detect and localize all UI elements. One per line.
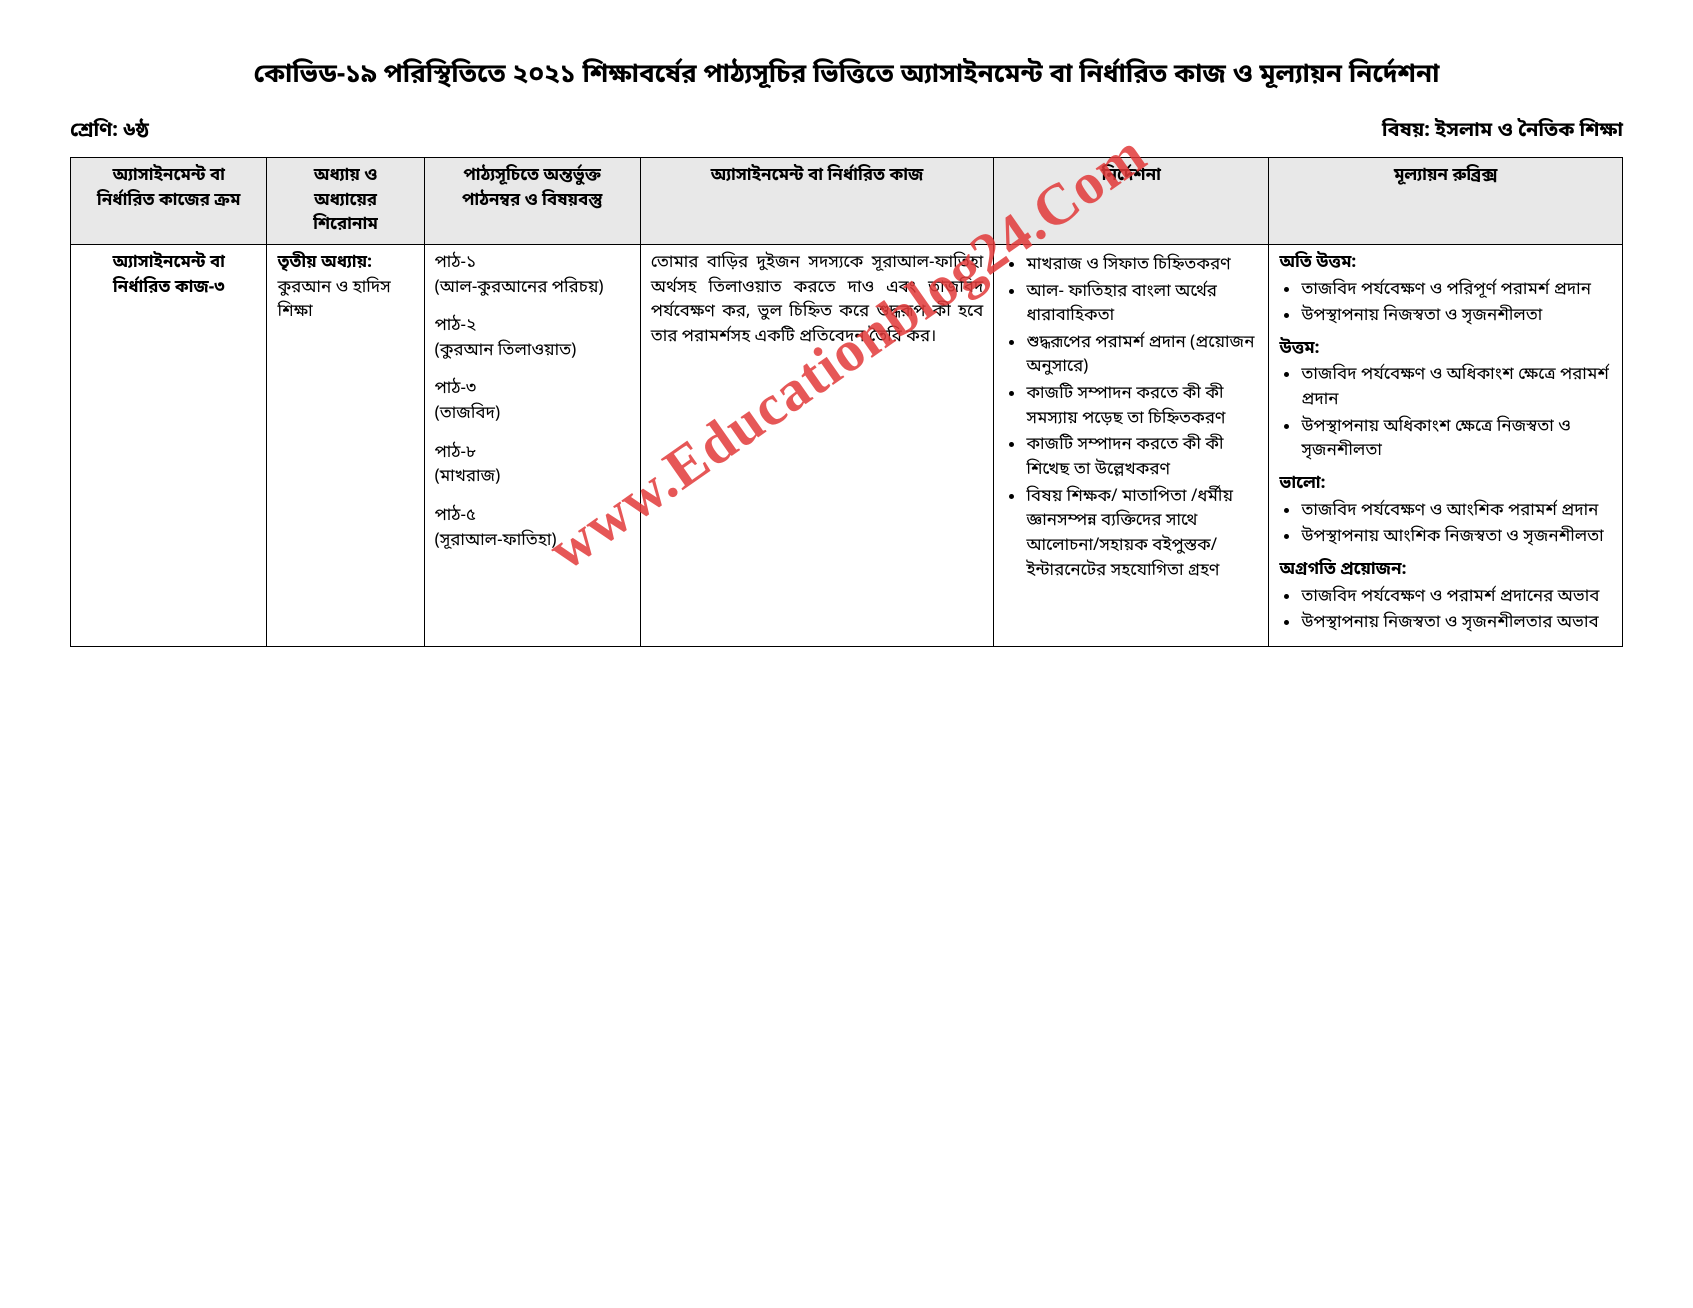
list-item: আল- ফাতিহার বাংলা অর্থের ধারাবাহিকতা [1026, 280, 1258, 329]
th-text: অধ্যায়ের [277, 189, 413, 214]
page-title: কোভিড-১৯ পরিস্থিতিতে ২০২১ শিক্ষাবর্ষের প… [70, 58, 1623, 93]
list-item: উপস্থাপনায় নিজস্বতা ও সৃজনশীলতা [1301, 304, 1612, 329]
list-item: মাখরাজ ও সিফাত চিহ্নিতকরণ [1026, 253, 1258, 278]
rubric-heading: উত্তম: [1279, 337, 1612, 362]
th-text: নির্ধারিত কাজের ক্রম [81, 189, 256, 214]
cell-guidelines: মাখরাজ ও সিফাত চিহ্নিতকরণ আল- ফাতিহার বা… [994, 244, 1269, 646]
assignment-table: অ্যাসাইনমেন্ট বা নির্ধারিত কাজের ক্রম অধ… [70, 157, 1623, 647]
rubric-heading: ভালো: [1279, 472, 1612, 497]
cell-text: পাঠ-৩ [435, 377, 630, 402]
th-assignment: অ্যাসাইনমেন্ট বা নির্ধারিত কাজ [640, 158, 994, 245]
table-header-row: অ্যাসাইনমেন্ট বা নির্ধারিত কাজের ক্রম অধ… [71, 158, 1623, 245]
rubric-heading: অতি উত্তম: [1279, 251, 1612, 276]
cell-text: (সূরাআল-ফাতিহা) [435, 529, 630, 554]
cell-text: পাঠ-২ [435, 314, 630, 339]
list-item: তাজবিদ পর্যবেক্ষণ ও অধিকাংশ ক্ষেত্রে পরা… [1301, 363, 1612, 412]
cell-text: পাঠ-১ [435, 251, 630, 276]
list-item: তাজবিদ পর্যবেক্ষণ ও পরামর্শ প্রদানের অভা… [1301, 585, 1612, 610]
th-text: অ্যাসাইনমেন্ট বা [81, 164, 256, 189]
th-text: পাঠ্যসূচিতে অন্তর্ভুক্ত [435, 164, 630, 189]
cell-assignment: তোমার বাড়ির দুইজন সদস্যকে সূরাআল-ফাতিহা… [640, 244, 994, 646]
cell-chapter: তৃতীয় অধ্যায়: কুরআন ও হাদিস শিক্ষা [267, 244, 424, 646]
th-text: অধ্যায় ও [277, 164, 413, 189]
cell-rubric: অতি উত্তম: তাজবিদ পর্যবেক্ষণ ও পরিপূর্ণ … [1269, 244, 1623, 646]
list-item: তাজবিদ পর্যবেক্ষণ ও পরিপূর্ণ পরামর্শ প্র… [1301, 278, 1612, 303]
subject-label: বিষয়: ইসলাম ও নৈতিক শিক্ষা [1382, 119, 1623, 145]
th-text: পাঠনম্বর ও বিষয়বস্তু [435, 189, 630, 214]
cell-text: নির্ধারিত কাজ-৩ [81, 276, 256, 301]
th-text: শিরোনাম [277, 213, 413, 238]
list-item: কাজটি সম্পাদন করতে কী কী শিখেছ তা উল্লেখ… [1026, 433, 1258, 482]
meta-row: শ্রেণি: ৬ষ্ঠ বিষয়: ইসলাম ও নৈতিক শিক্ষা [70, 119, 1623, 145]
list-item: উপস্থাপনায় অধিকাংশ ক্ষেত্রে নিজস্বতা ও … [1301, 415, 1612, 464]
list-item: উপস্থাপনায় নিজস্বতা ও সৃজনশীলতার অভাব [1301, 611, 1612, 636]
table-row: অ্যাসাইনমেন্ট বা নির্ধারিত কাজ-৩ তৃতীয় … [71, 244, 1623, 646]
class-label: শ্রেণি: ৬ষ্ঠ [70, 119, 149, 145]
cell-text: (আল-কুরআনের পরিচয়) [435, 276, 630, 301]
cell-sequence: অ্যাসাইনমেন্ট বা নির্ধারিত কাজ-৩ [71, 244, 267, 646]
list-item: কাজটি সম্পাদন করতে কী কী সমস্যায় পড়েছ … [1026, 382, 1258, 431]
th-chapter: অধ্যায় ও অধ্যায়ের শিরোনাম [267, 158, 424, 245]
cell-lessons: পাঠ-১ (আল-কুরআনের পরিচয়) পাঠ-২ (কুরআন ত… [424, 244, 640, 646]
th-lesson: পাঠ্যসূচিতে অন্তর্ভুক্ত পাঠনম্বর ও বিষয়… [424, 158, 640, 245]
th-rubric: মূল্যায়ন রুব্রিক্স [1269, 158, 1623, 245]
list-item: বিষয় শিক্ষক/ মাতাপিতা /ধর্মীয় জ্ঞানসম্… [1026, 485, 1258, 584]
cell-text: কুরআন ও হাদিস শিক্ষা [277, 276, 413, 325]
rubric-heading: অগ্রগতি প্রয়োজন: [1279, 558, 1612, 583]
list-item: উপস্থাপনায় আংশিক নিজস্বতা ও সৃজনশীলতা [1301, 525, 1612, 550]
th-sequence: অ্যাসাইনমেন্ট বা নির্ধারিত কাজের ক্রম [71, 158, 267, 245]
cell-text: অ্যাসাইনমেন্ট বা [81, 251, 256, 276]
cell-text: (মাখরাজ) [435, 465, 630, 490]
cell-text: তৃতীয় অধ্যায়: [277, 251, 413, 276]
cell-text: (কুরআন তিলাওয়াত) [435, 339, 630, 364]
th-guideline: নির্দেশনা [994, 158, 1269, 245]
list-item: তাজবিদ পর্যবেক্ষণ ও আংশিক পরামর্শ প্রদান [1301, 499, 1612, 524]
cell-text: পাঠ-৫ [435, 504, 630, 529]
list-item: শুদ্ধরূপের পরামর্শ প্রদান (প্রয়োজন অনুস… [1026, 331, 1258, 380]
cell-text: পাঠ-৮ [435, 441, 630, 466]
cell-text: (তাজবিদ) [435, 402, 630, 427]
